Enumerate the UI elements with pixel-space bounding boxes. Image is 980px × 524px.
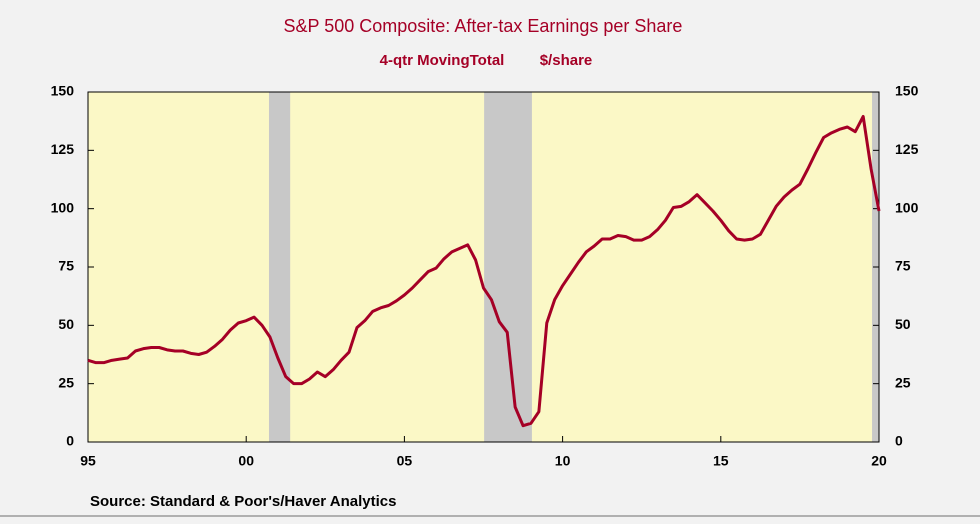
y-tick-label: 125 <box>51 141 75 157</box>
recession-band <box>484 92 532 442</box>
y2-tick-label: 25 <box>895 374 911 390</box>
x-tick-label: 15 <box>713 453 729 469</box>
chart-subtitle: 4-qtr MovingTotal <box>380 52 505 69</box>
y-tick-label: 100 <box>51 199 75 215</box>
source-note: Source: Standard & Poor's/Haver Analytic… <box>90 493 396 510</box>
data-line <box>87 115 881 428</box>
y-tick-label: 50 <box>58 316 74 332</box>
x-tick-label: 10 <box>555 453 571 469</box>
x-tick-label: 95 <box>80 453 96 469</box>
x-tick-label: 00 <box>238 453 254 469</box>
plot-area <box>88 92 879 442</box>
y2-tick-label: 150 <box>895 83 919 99</box>
y2-tick-label: 125 <box>895 141 919 157</box>
chart-title: S&P 500 Composite: After-tax Earnings pe… <box>284 16 683 36</box>
y-tick-label: 0 <box>66 433 74 449</box>
y2-tick-label: 75 <box>895 258 911 274</box>
y2-tick-label: 100 <box>895 199 919 215</box>
y-tick-label: 75 <box>58 258 74 274</box>
unit-label: $/share <box>540 52 593 69</box>
y-tick-label: 25 <box>58 374 74 390</box>
x-tick-label: 20 <box>871 453 887 469</box>
x-tick-label: 05 <box>397 453 413 469</box>
recession-band <box>268 92 291 442</box>
y-tick-label: 150 <box>51 83 75 99</box>
y2-tick-label: 50 <box>895 316 911 332</box>
y2-tick-label: 0 <box>895 433 903 449</box>
